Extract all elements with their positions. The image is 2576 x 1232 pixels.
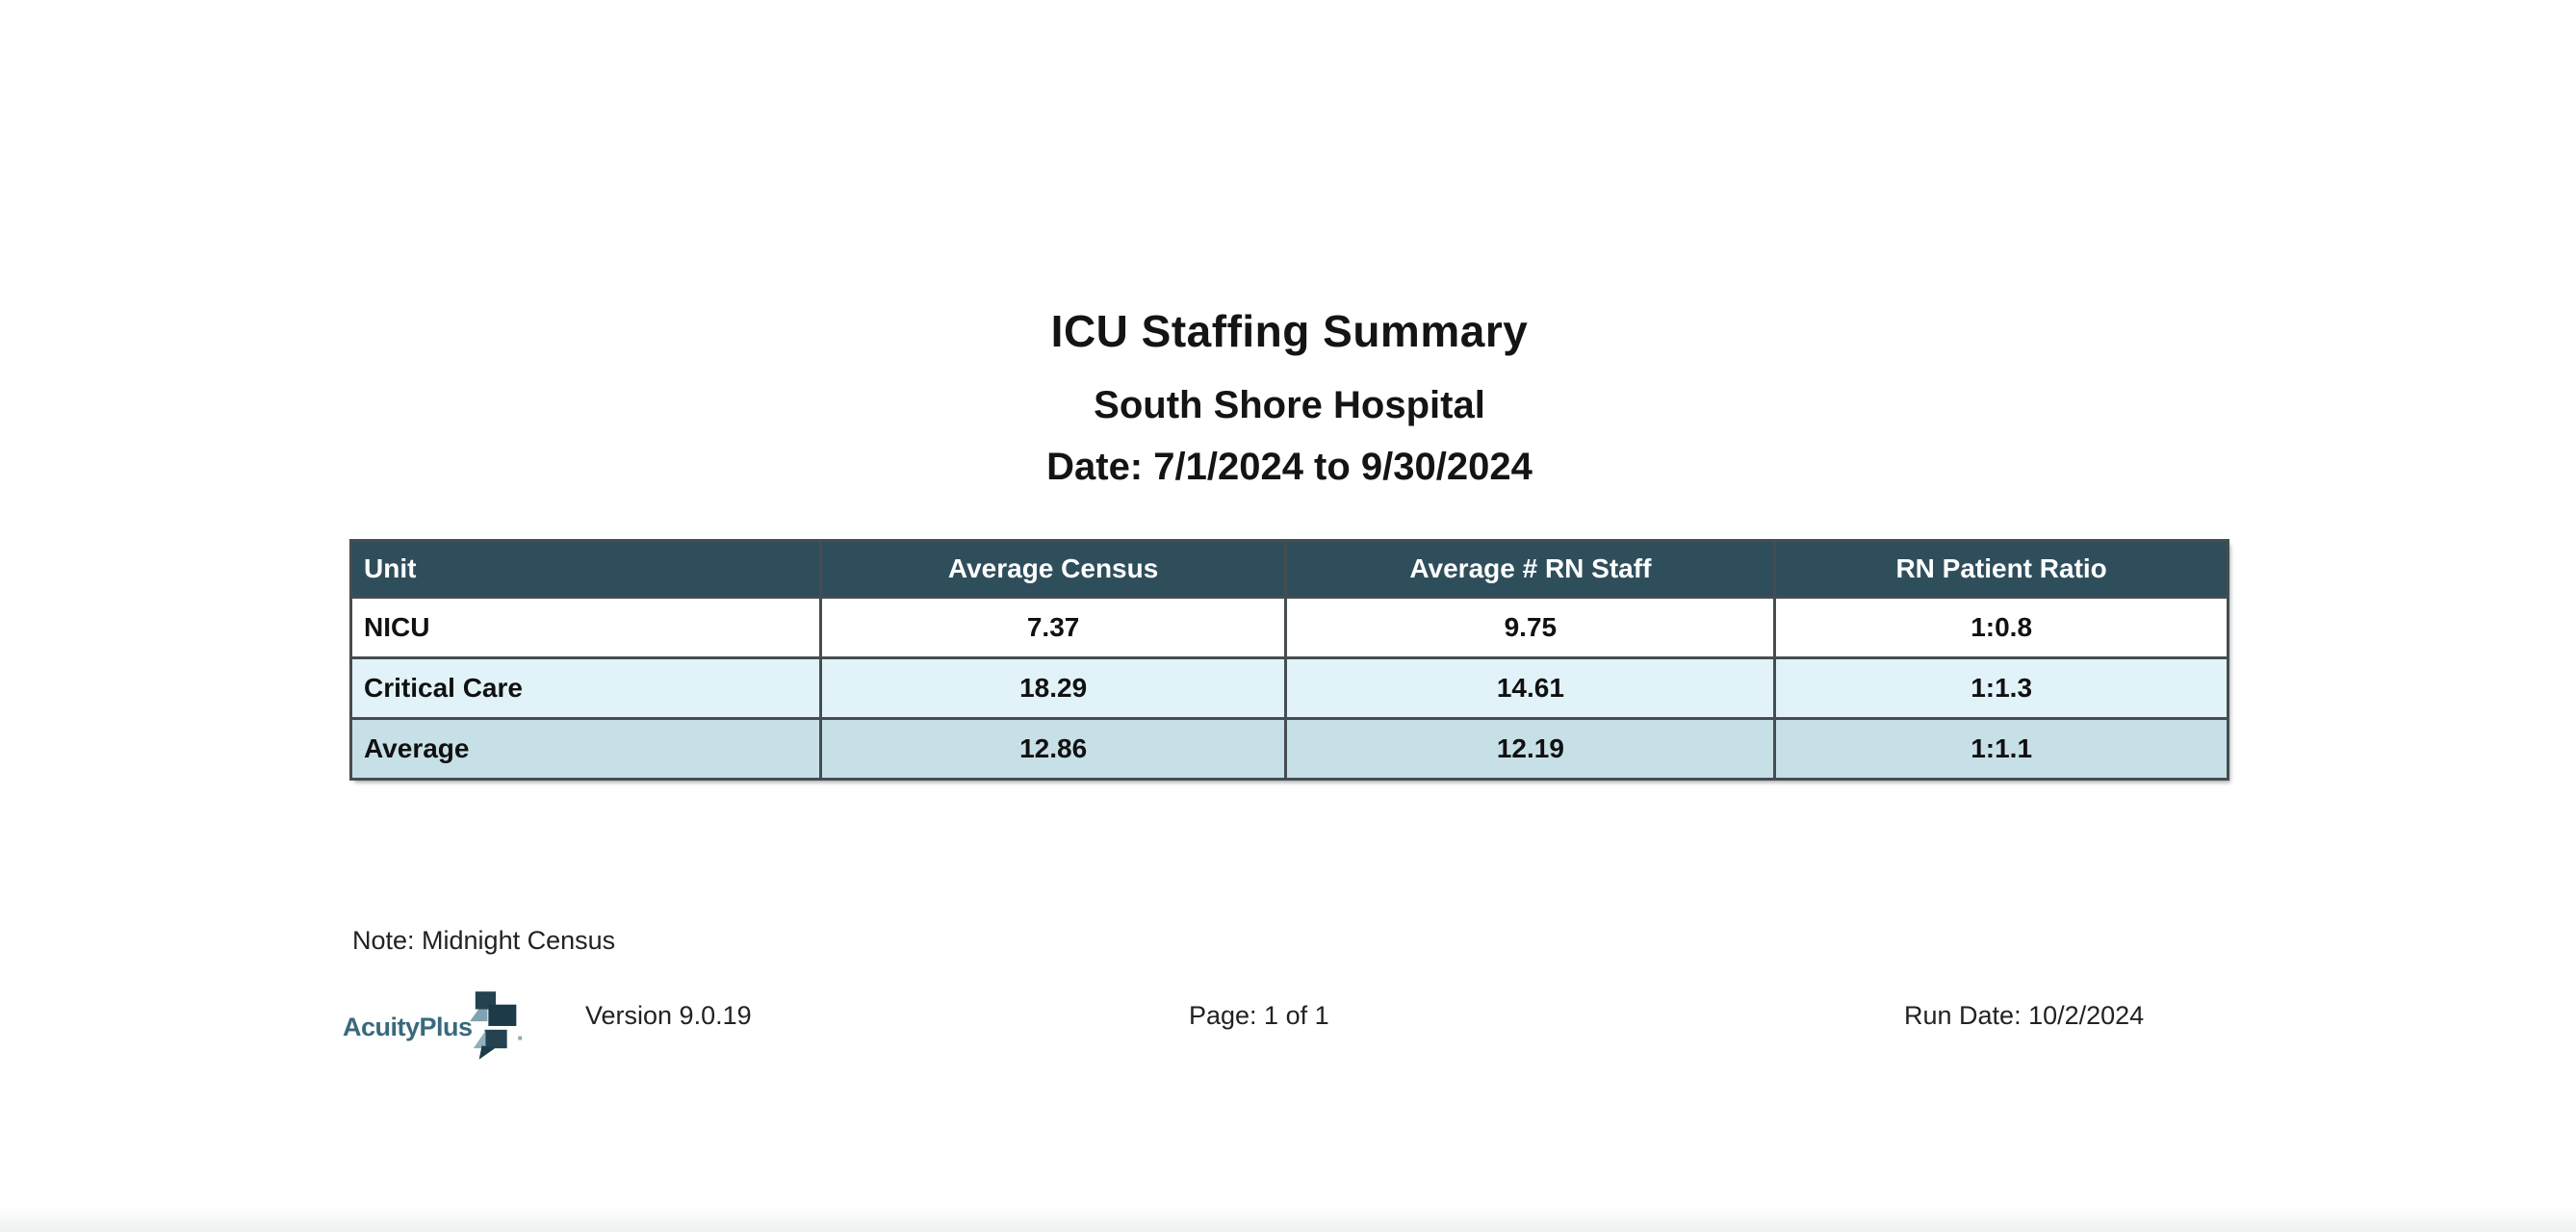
column-header-rn-staff: Average # RN Staff [1284,539,1777,599]
cell-ratio: 1:1.3 [1773,656,2229,720]
cell-ratio: 1:0.8 [1773,596,2229,659]
cell-rn-staff: 14.61 [1284,656,1777,720]
acuityplus-logo: AcuityPlus [343,988,535,1070]
acuityplus-logo-text: AcuityPlus [343,1013,473,1041]
report-title-block: ICU Staffing Summary South Shore Hospita… [352,306,2227,489]
cell-census: 12.86 [818,717,1288,781]
column-header-unit: Unit [349,539,822,599]
page-number: Page: 1 of 1 [1189,1001,1329,1030]
facility-name: South Shore Hospital [1094,384,1485,426]
table-row: Average 12.86 12.19 1:1.1 [349,717,2229,781]
staffing-summary-table: Unit Average Census Average # RN Staff R… [349,539,2229,781]
report-date-range: Date: 7/1/2024 to 9/30/2024 [1046,446,1533,488]
page-bottom-shadow [0,1205,2576,1232]
table-row: Critical Care 18.29 14.61 1:1.3 [349,656,2229,720]
column-header-census: Average Census [818,539,1288,599]
cell-census: 7.37 [818,596,1288,659]
table-header-row: Unit Average Census Average # RN Staff R… [349,539,2229,599]
cell-rn-staff: 9.75 [1284,596,1777,659]
cell-unit: Average [349,717,822,781]
report-note: Note: Midnight Census [352,926,616,955]
run-date-label: Run Date: 10/2/2024 [1904,1001,2145,1030]
version-label: Version 9.0.19 [585,1001,752,1030]
cell-ratio: 1:1.1 [1773,717,2229,781]
report-title: ICU Staffing Summary [1050,306,1529,356]
acuityplus-logo-icon [470,991,523,1060]
cell-unit: Critical Care [349,656,822,720]
cell-rn-staff: 12.19 [1284,717,1777,781]
table-row: NICU 7.37 9.75 1:0.8 [349,596,2229,659]
cell-census: 18.29 [818,656,1288,720]
column-header-ratio: RN Patient Ratio [1773,539,2229,599]
cell-unit: NICU [349,596,822,659]
